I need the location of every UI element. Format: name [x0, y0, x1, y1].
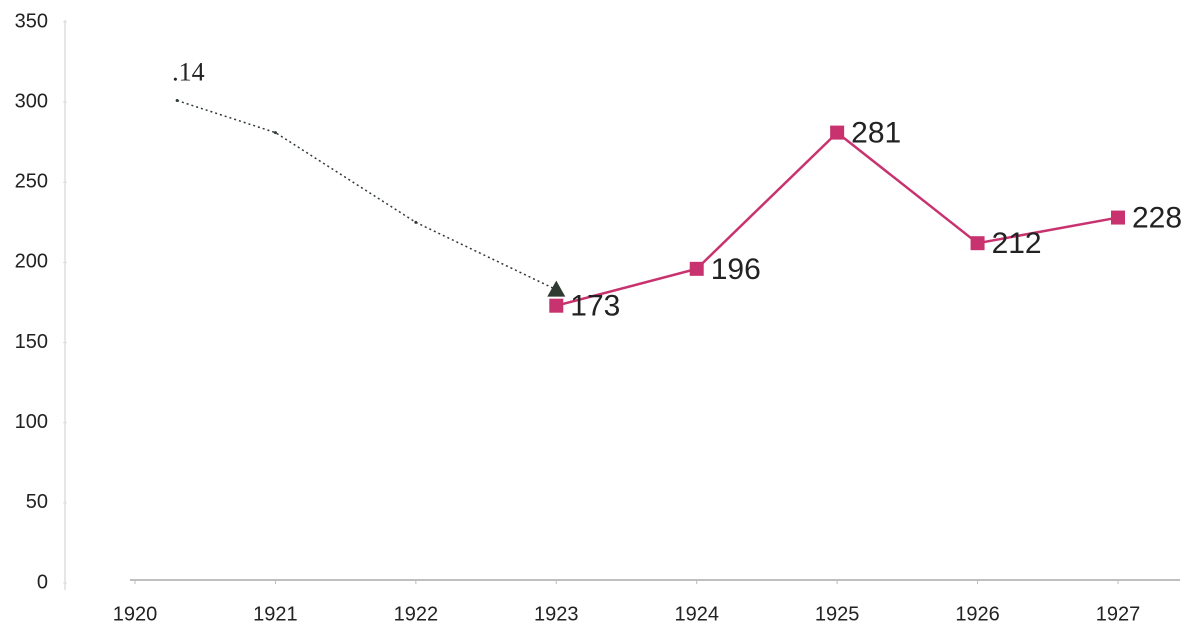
- y-tick-label: 350: [15, 10, 48, 32]
- series-line: [176, 99, 557, 291]
- x-tick-label: 1920: [113, 603, 158, 625]
- data-label: 228: [1132, 201, 1182, 234]
- data-label: 196: [711, 253, 761, 286]
- y-tick-label: 300: [15, 90, 48, 112]
- x-tick-label: 1925: [815, 603, 860, 625]
- marker: [970, 236, 985, 251]
- data-label: 212: [992, 227, 1042, 260]
- x-tick-label: 1926: [955, 603, 1000, 625]
- y-tick-label: 50: [26, 491, 48, 513]
- marker: [689, 261, 704, 276]
- marker: [175, 99, 179, 103]
- x-tick-label: 1921: [253, 603, 298, 625]
- marker: [1111, 210, 1125, 225]
- y-tick-label: 250: [15, 171, 48, 193]
- x-tick-label: 1923: [534, 603, 579, 625]
- x-tick-label: 1924: [674, 603, 719, 625]
- annotation: .14: [172, 58, 205, 87]
- series-line: [555, 130, 1119, 307]
- marker: [830, 125, 845, 140]
- data-label: 281: [851, 117, 901, 150]
- marker: [414, 220, 418, 224]
- y-tick-label: 100: [15, 411, 48, 433]
- y-tick-label: 200: [15, 251, 48, 273]
- marker: [547, 280, 566, 297]
- marker: [549, 298, 564, 313]
- x-tick-label: 1922: [394, 603, 439, 625]
- x-tick-label: 1927: [1096, 603, 1141, 625]
- y-tick-label: 150: [15, 331, 48, 353]
- data-label: 173: [570, 290, 620, 323]
- y-tick-label: 0: [37, 571, 48, 593]
- marker: [273, 131, 277, 135]
